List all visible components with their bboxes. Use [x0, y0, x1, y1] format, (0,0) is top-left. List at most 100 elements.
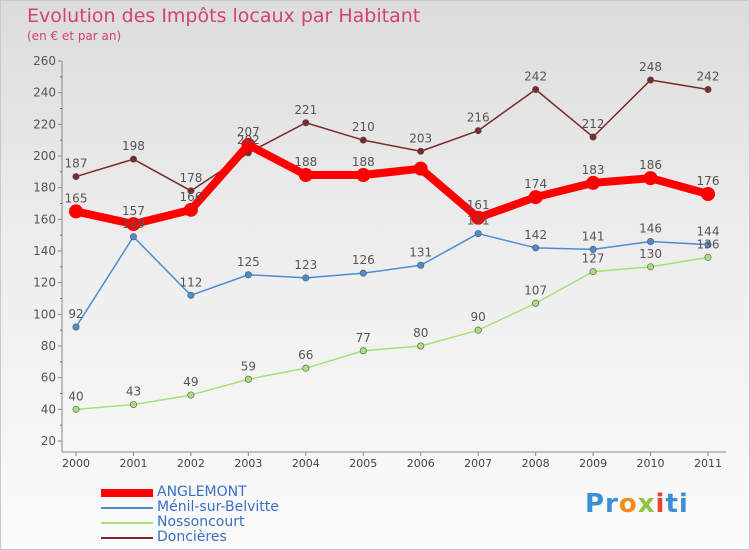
data-label: 176 [697, 174, 720, 188]
data-point [647, 76, 655, 84]
data-point [359, 136, 367, 144]
data-label: 203 [409, 131, 432, 145]
data-point [183, 202, 198, 217]
data-point [474, 230, 482, 238]
data-label: 125 [237, 255, 260, 269]
x-tick-label: 2000 [62, 457, 90, 470]
data-point [244, 271, 252, 279]
chart-subtitle: (en € et par an) [27, 29, 122, 43]
x-tick-label: 2010 [637, 457, 665, 470]
data-point [471, 210, 486, 225]
data-point [417, 147, 425, 155]
data-label: 216 [467, 111, 490, 125]
data-label: 149 [122, 217, 145, 231]
legend-item: ANGLEMONT [101, 484, 401, 500]
data-point [532, 244, 540, 252]
data-label: 198 [122, 139, 145, 153]
legend-swatch [101, 507, 153, 509]
data-label: 186 [639, 158, 662, 172]
legend-item: Doncières [101, 529, 401, 545]
chart-title: Evolution des Impôts locaux par Habitant [27, 5, 421, 27]
data-label: 188 [352, 155, 375, 169]
data-label: 183 [582, 163, 605, 177]
data-label: 178 [179, 171, 202, 185]
x-tick-label: 2009 [579, 457, 607, 470]
data-label: 248 [639, 60, 662, 74]
data-point [72, 405, 80, 413]
data-label: 144 [697, 225, 720, 239]
x-tick-label: 2003 [234, 457, 262, 470]
data-point [129, 401, 137, 409]
data-point [704, 86, 712, 94]
data-label: 92 [68, 307, 83, 321]
y-tick-label: 20 [41, 434, 56, 448]
data-point [701, 187, 715, 201]
data-label: 165 [65, 191, 88, 205]
x-tick-label: 2002 [177, 457, 205, 470]
data-label: 188 [294, 155, 317, 169]
proxiti-logo: Proxiti [585, 489, 689, 519]
data-point [302, 119, 310, 127]
data-label: 80 [413, 326, 428, 340]
data-point [474, 127, 482, 135]
series-line [75, 79, 709, 192]
x-tick-label: 2007 [464, 457, 492, 470]
x-tick-label: 2004 [292, 457, 320, 470]
data-point [302, 274, 310, 282]
data-point [589, 245, 597, 253]
data-point [72, 323, 80, 331]
data-label: 90 [471, 310, 486, 324]
chart-legend: ANGLEMONT Ménil-sur-Belvitte Nossoncourt Do… [101, 484, 401, 545]
series-line [75, 140, 710, 229]
data-point [589, 133, 597, 141]
data-point [643, 171, 658, 186]
data-label: 242 [524, 70, 547, 84]
data-point [298, 168, 313, 182]
data-point [586, 175, 601, 190]
data-point [413, 161, 428, 176]
data-point [69, 204, 83, 219]
data-label: 59 [241, 359, 256, 373]
data-label: 141 [582, 229, 605, 243]
legend-swatch [101, 489, 153, 497]
data-label: 127 [582, 252, 605, 266]
data-point [302, 364, 310, 372]
y-tick-label: 240 [33, 86, 56, 100]
data-point [647, 263, 655, 271]
data-label: 174 [524, 177, 547, 191]
data-label: 151 [467, 214, 490, 228]
legend-label: Nossoncourt [157, 514, 245, 530]
data-label: 136 [697, 237, 720, 251]
data-label: 210 [352, 120, 375, 134]
data-label: 123 [294, 258, 317, 272]
y-tick-label: 200 [33, 149, 56, 163]
data-label: 202 [237, 133, 260, 147]
legend-label: ANGLEMONT [157, 484, 247, 500]
data-point [187, 187, 195, 195]
data-label: 49 [183, 375, 198, 389]
data-label: 146 [639, 222, 662, 236]
legend-label: Doncières [157, 529, 227, 545]
data-label: 242 [697, 70, 720, 84]
data-point [126, 217, 141, 232]
data-label: 126 [352, 253, 375, 267]
legend-swatch [101, 537, 153, 539]
y-tick-label: 60 [41, 371, 56, 385]
data-label: 221 [294, 103, 317, 117]
series-line [75, 232, 709, 328]
data-point [474, 326, 482, 334]
legend-label: Ménil-sur-Belvitte [157, 499, 279, 515]
data-label: 187 [65, 157, 88, 171]
data-label: 77 [356, 331, 371, 345]
data-point [704, 253, 712, 261]
y-tick-label: 180 [33, 181, 56, 195]
legend-item: Nossoncourt [101, 514, 401, 530]
x-tick-label: 2008 [522, 457, 550, 470]
data-point [647, 238, 655, 246]
data-point [129, 155, 137, 163]
data-point [244, 375, 252, 383]
data-point [532, 299, 540, 307]
y-tick-label: 120 [33, 276, 56, 290]
y-tick-label: 100 [33, 307, 56, 321]
